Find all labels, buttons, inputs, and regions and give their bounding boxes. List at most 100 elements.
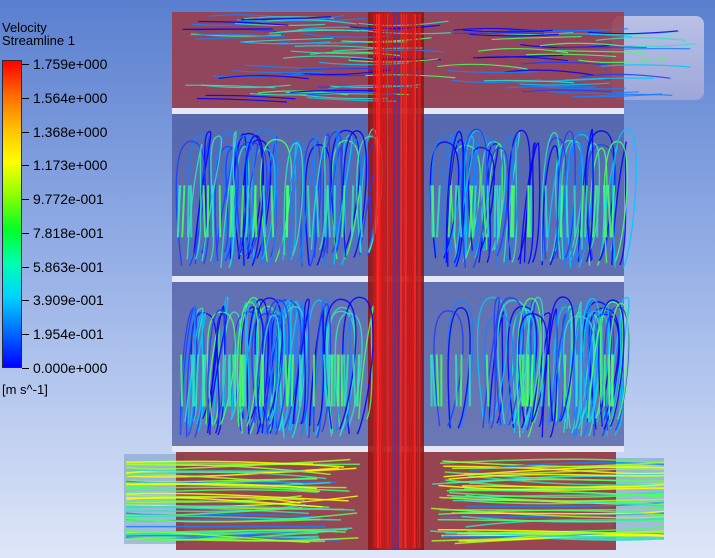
streamline — [610, 296, 630, 430]
streamline — [125, 460, 345, 468]
streamline — [540, 354, 545, 407]
streamline — [241, 16, 332, 21]
streamline — [244, 16, 335, 20]
streamline — [432, 473, 665, 485]
streamline — [431, 354, 437, 407]
streamline — [343, 138, 362, 251]
streamline — [186, 143, 203, 260]
legend-tick-label: 7.818e-001 — [33, 224, 104, 241]
streamline — [240, 41, 331, 45]
streamline — [610, 185, 616, 238]
streamline — [436, 185, 441, 238]
streamline — [252, 185, 257, 238]
streamline — [342, 130, 368, 258]
streamline — [468, 185, 474, 238]
streamline — [546, 147, 563, 252]
streamline — [565, 185, 569, 238]
streamline — [266, 19, 357, 25]
streamline — [600, 64, 691, 68]
streamline — [200, 84, 292, 89]
streamline — [258, 354, 264, 407]
streamline — [526, 53, 617, 58]
streamline — [417, 13, 420, 549]
streamline — [358, 185, 363, 238]
streamline — [125, 494, 305, 501]
streamline — [306, 96, 397, 102]
legend-tick-label: 1.173e+000 — [33, 157, 108, 174]
streamline — [453, 185, 458, 238]
streamline — [125, 458, 351, 467]
streamline — [606, 43, 697, 48]
streamline — [507, 129, 531, 261]
streamlines-group — [125, 13, 697, 549]
streamline — [472, 185, 477, 238]
streamline — [611, 141, 627, 266]
streamline — [493, 185, 497, 238]
streamline — [201, 354, 207, 407]
streamline — [352, 354, 357, 407]
legend-tick-label: 0.000e+000 — [33, 360, 108, 376]
streamline — [377, 13, 380, 549]
streamline — [465, 517, 665, 528]
legend-tick-label: 1.759e+000 — [33, 56, 108, 72]
streamline — [240, 306, 264, 419]
streamline — [263, 299, 290, 435]
streamline — [440, 458, 665, 465]
streamline — [466, 531, 665, 543]
legend-tick-mark — [22, 232, 29, 234]
legend-subtitle: Streamline 1 — [2, 33, 75, 48]
streamline — [435, 354, 440, 407]
streamline — [282, 55, 374, 60]
inlet-pipe-top — [612, 16, 704, 100]
streamline — [202, 185, 207, 238]
streamline — [125, 483, 317, 490]
streamline — [454, 354, 458, 407]
streamline — [484, 79, 575, 84]
streamline — [433, 310, 464, 427]
streamline — [497, 185, 501, 238]
streamline — [392, 13, 395, 549]
streamline — [579, 297, 601, 423]
streamline — [221, 354, 227, 407]
streamline — [439, 496, 665, 502]
streamline — [250, 147, 276, 260]
streamline — [592, 302, 610, 425]
streamline — [521, 61, 612, 67]
legend-tick-mark — [22, 368, 29, 369]
streamline — [236, 299, 257, 423]
streamline — [350, 185, 355, 238]
streamline — [519, 82, 610, 86]
legend-tick-mark — [22, 199, 29, 201]
streamline — [189, 33, 280, 38]
streamline — [283, 142, 304, 256]
streamline — [529, 354, 534, 407]
streamline — [125, 496, 323, 508]
streamline — [240, 185, 245, 238]
streamline — [414, 13, 417, 549]
streamline — [218, 75, 309, 80]
streamline — [457, 529, 665, 535]
streamline — [409, 13, 412, 549]
streamline — [608, 302, 629, 420]
streamline — [270, 185, 275, 238]
legend-tick-mark — [22, 64, 29, 65]
streamline — [578, 56, 669, 64]
streamline — [310, 135, 327, 251]
streamline — [190, 19, 282, 26]
streamline — [431, 507, 665, 519]
streamline — [279, 41, 370, 45]
streamline — [333, 185, 336, 238]
streamline — [595, 37, 686, 42]
streamline — [231, 185, 235, 238]
streamline — [327, 354, 331, 407]
streamline — [196, 97, 287, 103]
streamline — [541, 308, 558, 438]
streamline — [457, 185, 463, 238]
streamline — [448, 473, 665, 480]
streamline — [592, 185, 597, 238]
streamline — [413, 13, 416, 549]
streamline — [355, 354, 361, 407]
streamline — [232, 69, 323, 74]
